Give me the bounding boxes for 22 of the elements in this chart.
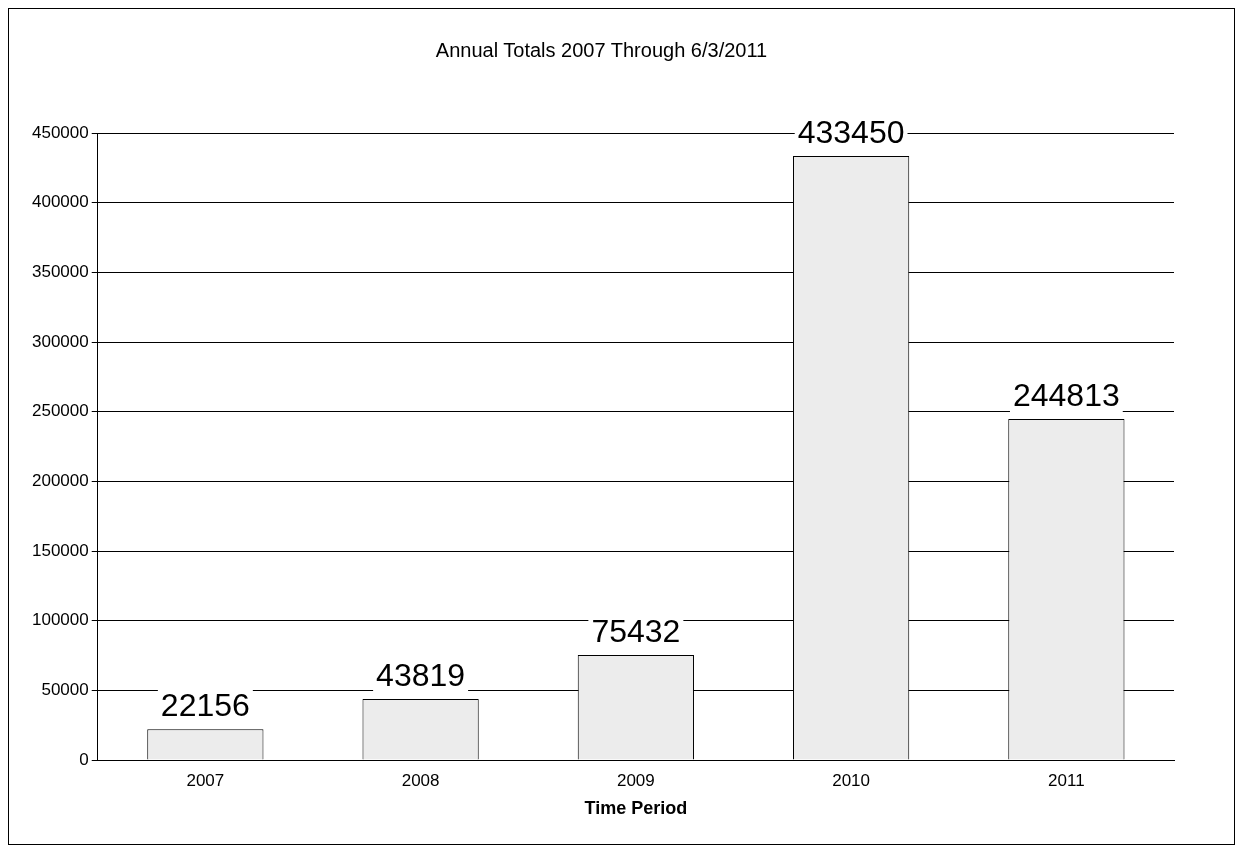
- data-label: 433450: [797, 113, 905, 150]
- data-label: 75432: [591, 612, 681, 649]
- data-label: 22156: [160, 686, 250, 723]
- y-tick-label: 150000: [31, 540, 89, 560]
- y-tick-label: 300000: [31, 331, 89, 351]
- x-tick-label: 2008: [401, 770, 440, 790]
- y-tick-label: 100000: [31, 610, 89, 630]
- y-tick-label: 450000: [31, 122, 89, 142]
- x-tick-label: 2007: [186, 770, 225, 790]
- x-tick-label: 2010: [832, 770, 871, 790]
- data-label: 244813: [1012, 376, 1120, 413]
- data-label: 43819: [376, 656, 466, 693]
- y-tick-label: 250000: [31, 401, 89, 421]
- y-tick-label: 50000: [41, 680, 89, 700]
- x-tick-label: 2011: [1048, 770, 1085, 790]
- y-tick-label: 0: [79, 749, 89, 769]
- y-tick-label: 200000: [31, 471, 89, 491]
- y-tick-label: 400000: [31, 192, 89, 212]
- chart-title: Annual Totals 2007 Through 6/3/2011: [435, 38, 768, 61]
- y-tick-label: 350000: [31, 262, 89, 282]
- x-axis-title: Time Period: [584, 798, 688, 819]
- x-tick-label: 2009: [616, 770, 655, 790]
